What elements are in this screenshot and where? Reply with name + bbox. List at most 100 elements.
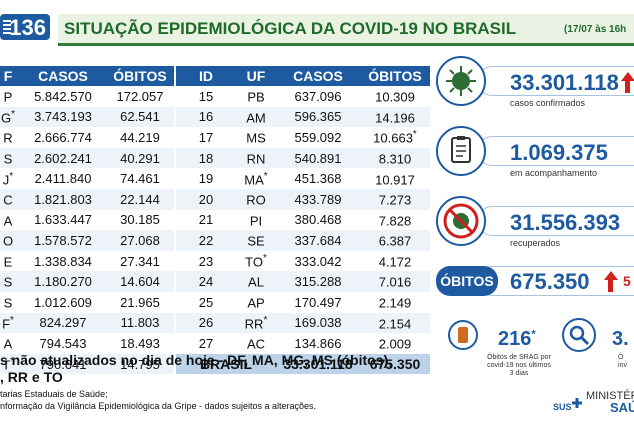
cell-obitos: 14.795: [106, 353, 174, 375]
cell-casos: 1.180.270: [20, 271, 106, 292]
srag-star: *: [531, 328, 536, 341]
cell-obitos: 21.965: [120, 294, 160, 310]
table-row: 20 RO 433.789 7.273: [176, 188, 430, 210]
table-row: A 1.633.447 30.185: [0, 210, 174, 231]
missing-data-note: s não atualizados no dia de hoje - DF, M…: [0, 352, 392, 386]
deaths-value: 675.350: [510, 269, 590, 294]
stat-box: [478, 136, 634, 166]
title-bar: SITUAÇÃO EPIDEMIOLÓGICA DA COVID-19 NO B…: [58, 14, 634, 46]
cell-uf: AC: [246, 336, 266, 352]
deaths-tag: ÓBITOS: [436, 266, 498, 296]
cell-obitos: 2.009: [378, 336, 412, 352]
cell-uf: MA*: [244, 170, 268, 187]
cell-obitos: 14.604: [106, 271, 174, 292]
cell-obitos: 7.016: [360, 271, 430, 292]
left-states-table: F CASOS ÓBITOS P 5.842.570 172.057 G* 3.743.…: [0, 66, 174, 375]
table-row: 27 AC 134.866 2.009: [176, 333, 430, 354]
table-row: O 1.578.572 27.068: [0, 230, 174, 251]
page-date: (17/07 às 16h: [564, 24, 627, 35]
cell-casos: 451.368: [294, 171, 342, 187]
cell-obitos: 6.387: [360, 230, 430, 251]
cell-uf: RO: [236, 188, 276, 210]
confirmed-value: 33.301.118: [510, 70, 619, 95]
magnifier-icon: [562, 318, 596, 352]
table-row: G* 3.743.193 62.541: [0, 106, 174, 128]
stats-panel: 33.301.118 casos confirmados 1.069.375 e…: [434, 54, 634, 402]
cell-casos: 5.842.570: [34, 88, 92, 104]
cell-uf: AM: [236, 106, 276, 128]
cell-casos: 1.578.572: [20, 230, 106, 251]
cell-obitos: 7.273: [360, 188, 430, 210]
cell-uf: MS: [246, 130, 266, 146]
cell-uf: PI: [249, 213, 263, 229]
virus-icon: [436, 56, 486, 106]
cell-casos: 2.602.241: [20, 147, 106, 169]
cell-uf: RR*: [236, 312, 276, 334]
table-header-row: F CASOS ÓBITOS: [0, 66, 174, 86]
deaths-extra: 5: [623, 273, 631, 289]
cell-casos: 169.038: [276, 312, 360, 334]
srag-label-3: 3 dias: [509, 370, 529, 377]
cell-casos: 790.641: [20, 353, 106, 375]
bulletin-number: 136: [9, 15, 46, 40]
cell-casos: 596.365: [276, 106, 360, 128]
monitoring-value: 1.069.375: [510, 140, 608, 165]
cell-casos: 337.684: [276, 230, 360, 251]
coffin-icon: [448, 320, 478, 350]
cell-casos: 3.743.193: [20, 106, 106, 128]
investigation-value: 3.: [612, 328, 629, 350]
note-line-1: s não atualizados no dia de hoje - DF, M…: [0, 352, 393, 368]
cell-casos: 2.411.840: [34, 171, 92, 187]
cell-uf: G*: [0, 106, 20, 128]
clipboard-icon: [436, 126, 486, 176]
cell-id: 21: [198, 212, 214, 228]
total-label: BRASIL: [176, 353, 276, 375]
investigation-label: Ó inv: [618, 354, 627, 370]
cell-uf: E: [3, 254, 13, 270]
cell-obitos: 2.149: [378, 295, 412, 311]
cell-uf: AL: [236, 271, 276, 292]
table-row: T* 790.641 14.795: [0, 353, 174, 375]
cell-id: 22: [176, 230, 236, 251]
srag-label: Óbitos de SRAG por covid-19 nos últimos …: [486, 354, 552, 378]
cell-id: 20: [176, 188, 236, 210]
increase-arrow-stem: [608, 280, 613, 292]
cell-obitos: 8.310: [360, 147, 430, 169]
cell-uf: A: [3, 336, 13, 352]
investigation-label-2: inv: [618, 362, 627, 369]
monitoring-label: em acompanhamento: [510, 168, 598, 178]
cell-id: 16: [176, 106, 236, 128]
cell-casos: 134.866: [294, 335, 342, 351]
cell-uf: PB: [247, 89, 265, 105]
cell-obitos: 10.663*: [373, 129, 417, 146]
table-row: 18 RN 540.891 8.310: [176, 147, 430, 169]
cell-uf: J*: [2, 170, 14, 187]
cell-casos: 1.338.834: [34, 253, 92, 269]
cell-casos: 2.666.774: [34, 129, 92, 145]
cell-obitos: 7.828: [378, 213, 412, 229]
srag-value-wrap: 216*: [498, 328, 536, 351]
cell-id: 15: [198, 88, 214, 104]
cell-casos: 333.042: [294, 253, 342, 269]
cell-casos: 540.891: [276, 147, 360, 169]
cell-id: 25: [198, 294, 214, 310]
recovered-label: recuperados: [510, 238, 561, 248]
cell-obitos: 22.144: [106, 188, 174, 210]
cell-uf: T*: [0, 353, 20, 375]
cell-obitos: 27.068: [106, 230, 174, 251]
cell-casos: 794.543: [39, 335, 87, 351]
stat-box: [478, 66, 634, 96]
table-row: 23 TO* 333.042 4.172: [176, 251, 430, 272]
cell-casos: 824.297: [20, 312, 106, 334]
cell-uf: S: [3, 295, 13, 311]
note-line-2: , RR e TO: [0, 369, 63, 385]
cell-obitos: 40.291: [106, 147, 174, 169]
total-casos: 33.301.118: [276, 353, 360, 375]
table-row: 22 SE 337.684 6.387: [176, 230, 430, 251]
cell-obitos: 2.154: [360, 312, 430, 334]
cell-obitos: 27.341: [120, 253, 160, 269]
cell-casos: 1.012.609: [34, 294, 92, 310]
cell-uf: A: [3, 213, 13, 229]
right-states-table: ID UF CASOS ÓBITOS 15 PB 637.096 10.309 16 AM…: [176, 66, 430, 375]
total-row: BRASIL 33.301.118 675.350: [176, 353, 430, 375]
